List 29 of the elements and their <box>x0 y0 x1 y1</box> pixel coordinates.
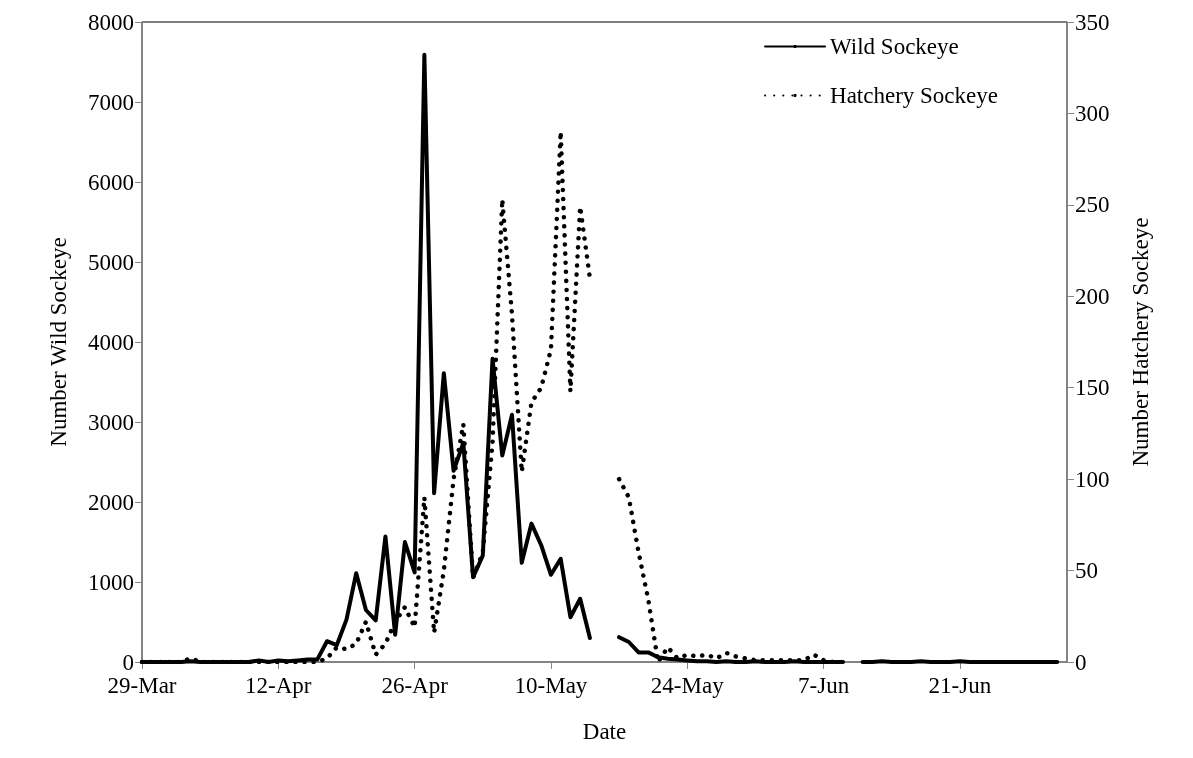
x-tick-label: 7-Jun <box>798 673 850 698</box>
x-tick-label: 10-May <box>514 673 588 698</box>
x-tick-label: 26-Apr <box>381 673 449 698</box>
y2-axis-title: Number Hatchery Sockeye <box>1128 217 1153 467</box>
y-tick-label: 8000 <box>88 9 134 35</box>
y2-tick-label: 300 <box>1075 100 1110 126</box>
y2-tick-label: 50 <box>1075 558 1098 584</box>
y-tick-label: 1000 <box>88 569 134 595</box>
x-tick-label: 21-Jun <box>928 673 992 698</box>
y-tick-label: 3000 <box>88 409 134 435</box>
y2-tick-label: 350 <box>1075 9 1110 35</box>
y-tick-label: 6000 <box>88 169 134 195</box>
y-tick-label: 7000 <box>88 89 134 115</box>
y-tick-label: 2000 <box>88 489 134 515</box>
legend-label: Wild Sockeye <box>830 34 959 59</box>
y-tick-label: 0 <box>122 649 134 675</box>
y2-tick-label: 250 <box>1075 192 1110 218</box>
y2-tick-label: 0 <box>1075 649 1087 675</box>
y-tick-label: 4000 <box>88 329 134 355</box>
y-axis-title: Number Wild Sockeye <box>46 237 71 447</box>
y2-tick-label: 100 <box>1075 466 1110 492</box>
x-axis-title: Date <box>582 719 627 744</box>
x-tick-label: 29-Mar <box>107 673 177 698</box>
x-tick-label: 24-May <box>650 673 725 698</box>
y-tick-label: 5000 <box>88 249 134 275</box>
x-tick-label: 12-Apr <box>245 673 312 698</box>
y2-tick-label: 200 <box>1075 283 1110 309</box>
legend-label: Hatchery Sockeye <box>830 83 998 108</box>
y2-tick-label: 150 <box>1075 375 1110 401</box>
